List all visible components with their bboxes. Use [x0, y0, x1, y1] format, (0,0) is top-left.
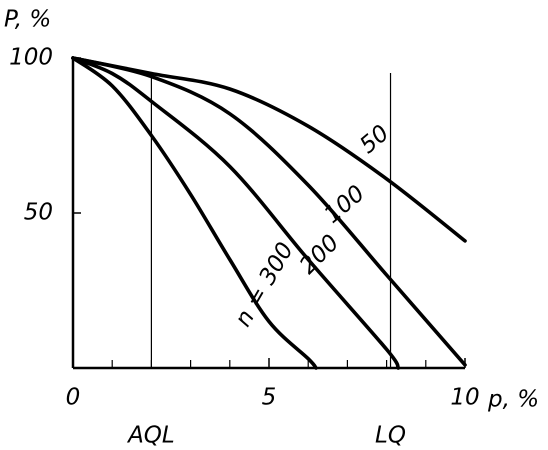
series-label: 200 [295, 230, 344, 279]
reference-label: LQ [375, 423, 406, 449]
x-tick-label: 10 [450, 385, 479, 411]
x-tick-label: 5 [262, 385, 277, 411]
series-label: 100 [320, 181, 370, 229]
series-label: 50 [355, 120, 394, 159]
reference-label: AQL [126, 423, 175, 449]
curve [71, 56, 467, 243]
y-axis-label: P, % [4, 7, 51, 33]
y-tick-label: 100 [9, 45, 53, 71]
curve [71, 56, 467, 367]
y-tick-label: 50 [24, 200, 53, 226]
curve [71, 56, 401, 370]
x-axis-label: p, % [487, 387, 539, 413]
curve [71, 56, 318, 370]
x-tick-label: 0 [66, 385, 81, 411]
